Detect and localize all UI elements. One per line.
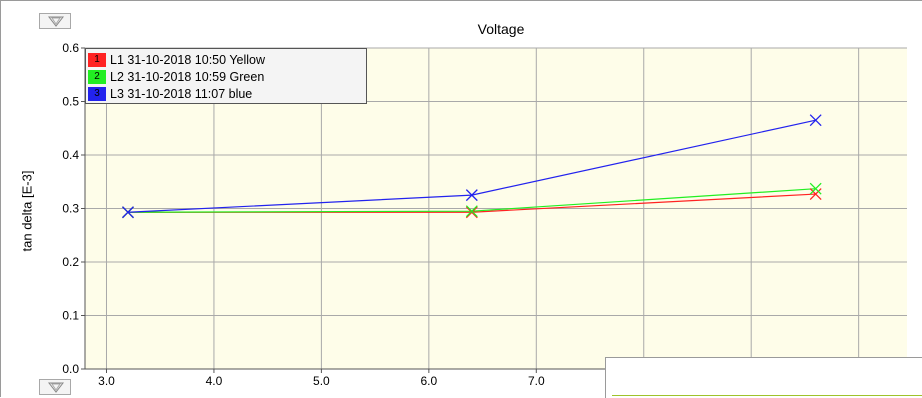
x-tick-label: 6.0 [420, 374, 437, 388]
legend-swatch: 2 [88, 69, 106, 84]
legend-label: L1 31-10-2018 10:50 Yellow [110, 52, 265, 67]
x-tick-label: 5.0 [313, 374, 330, 388]
legend-swatch: 1 [88, 52, 106, 67]
overlay-line [612, 395, 922, 396]
collapse-top-button[interactable] [39, 13, 71, 29]
legend-item: 2 L2 31-10-2018 10:59 Green [86, 68, 366, 85]
legend: 1 L1 31-10-2018 10:50 Yellow 2 L2 31-10-… [85, 48, 367, 104]
legend-item: 3 L3 31-10-2018 11:07 blue [86, 85, 366, 102]
triangle-icon [47, 16, 65, 27]
triangle-icon [47, 382, 65, 393]
data-point-marker [809, 182, 822, 195]
legend-label: L3 31-10-2018 11:07 blue [110, 86, 253, 101]
legend-label: L2 31-10-2018 10:59 Green [110, 69, 265, 84]
data-point-marker [465, 189, 478, 202]
y-tick-label: 0.2 [62, 255, 79, 269]
data-point-marker [465, 206, 478, 219]
y-tick-label: 0.6 [62, 41, 79, 55]
y-tick-label: 0.0 [62, 362, 79, 376]
overlay-panel [605, 357, 922, 398]
y-tick-label: 0.1 [62, 309, 79, 323]
data-point-marker [809, 114, 822, 127]
y-tick-label: 0.3 [62, 202, 79, 216]
x-tick-label: 7.0 [528, 374, 545, 388]
y-tick-label: 0.4 [62, 148, 79, 162]
data-point-marker [809, 188, 822, 201]
x-tick-label: 4.0 [206, 374, 223, 388]
data-point-marker [465, 205, 478, 218]
legend-item: 1 L1 31-10-2018 10:50 Yellow [86, 51, 366, 68]
y-tick-label: 0.5 [62, 95, 79, 109]
legend-swatch: 3 [88, 86, 106, 101]
x-tick-label: 3.0 [98, 374, 115, 388]
collapse-bottom-button[interactable] [39, 379, 71, 395]
chart-title: Voltage [477, 21, 525, 37]
data-point-marker [122, 206, 134, 219]
